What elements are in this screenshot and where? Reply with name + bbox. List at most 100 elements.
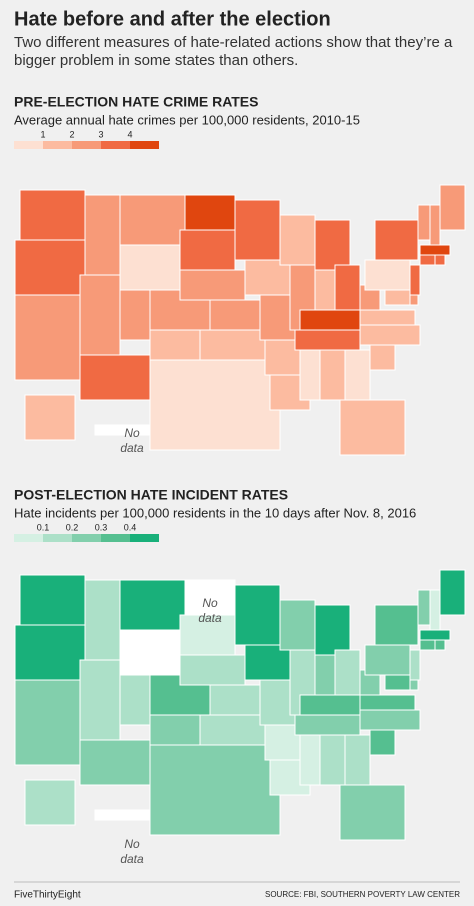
legend-swatch (43, 534, 72, 542)
state (384, 674, 411, 691)
legend-tick-label: 0.3 (95, 522, 108, 532)
state (314, 269, 336, 311)
state (19, 574, 86, 626)
state (294, 329, 361, 351)
legend-tick-label: 0.2 (66, 522, 79, 532)
state (119, 629, 181, 676)
state (339, 399, 406, 456)
state (314, 219, 351, 271)
legend-tick-label: 2 (69, 129, 74, 139)
state (429, 589, 441, 631)
state (94, 809, 151, 821)
state (429, 204, 441, 246)
state (409, 679, 419, 691)
state (199, 329, 266, 361)
state (294, 714, 361, 736)
state (244, 644, 291, 681)
state (299, 309, 361, 331)
state (439, 569, 466, 616)
legend-swatch (72, 141, 101, 149)
state (279, 599, 316, 651)
state (299, 734, 321, 786)
state (369, 729, 396, 756)
state (417, 589, 431, 626)
state (119, 244, 181, 291)
state (79, 274, 121, 356)
state (434, 254, 446, 266)
state (14, 239, 86, 296)
state (79, 659, 121, 741)
title: Hate before and after the election (14, 8, 331, 30)
state (79, 354, 151, 401)
state (319, 349, 346, 401)
no-data-label: No data (198, 596, 222, 625)
state (199, 714, 266, 746)
state (384, 289, 411, 306)
state (119, 194, 186, 246)
state (299, 694, 361, 716)
state (14, 679, 81, 766)
state (24, 779, 76, 826)
state (359, 324, 421, 346)
legend-swatch (101, 534, 130, 542)
state (409, 294, 419, 306)
state (364, 644, 411, 676)
state (94, 424, 151, 436)
state (417, 204, 431, 241)
subtitle-box: Two different measures of hate-related a… (14, 34, 452, 69)
legend-swatch (130, 141, 159, 149)
state (374, 219, 419, 261)
legend-swatch (43, 141, 72, 149)
state (184, 579, 236, 616)
legend-swatch (14, 141, 43, 149)
state (149, 359, 281, 451)
state (344, 734, 371, 786)
state (179, 654, 246, 686)
legend-tick-label: 1 (40, 129, 45, 139)
state (359, 694, 416, 711)
no-data-box: No data (120, 837, 144, 866)
state (119, 579, 186, 631)
map-heading: PRE-ELECTION HATE CRIME RATES (14, 94, 259, 110)
state (419, 244, 451, 256)
no-data-box: No data (120, 426, 143, 455)
state (244, 259, 291, 296)
state (434, 639, 446, 651)
state (179, 229, 236, 271)
state (209, 299, 261, 331)
state (359, 309, 416, 326)
no-data-label: No data (120, 837, 144, 866)
no-data-box: No data (198, 596, 222, 625)
state (419, 639, 436, 651)
state (374, 604, 419, 646)
state (334, 264, 361, 311)
state (184, 194, 236, 231)
legend-tick-label: 3 (98, 129, 103, 139)
state (234, 584, 281, 646)
state (279, 214, 316, 266)
state (314, 654, 336, 696)
state (209, 684, 261, 716)
state (419, 254, 436, 266)
state (409, 649, 421, 681)
state (334, 649, 361, 696)
state (314, 604, 351, 656)
state (419, 629, 451, 641)
state (439, 184, 466, 231)
state (84, 579, 121, 661)
legend-swatch (14, 534, 43, 542)
state (79, 739, 151, 786)
state (84, 194, 121, 276)
legend-tick-label: 0.4 (124, 522, 137, 532)
state (149, 329, 201, 361)
state (409, 264, 421, 296)
state (344, 349, 371, 401)
source: SOURCE: FBI, SOUTHERN POVERTY LAW CENTER (265, 890, 460, 899)
state (24, 394, 76, 441)
state (339, 784, 406, 841)
legend-tick-label: 4 (127, 129, 132, 139)
state (359, 709, 421, 731)
state (364, 259, 411, 291)
state (369, 344, 396, 371)
